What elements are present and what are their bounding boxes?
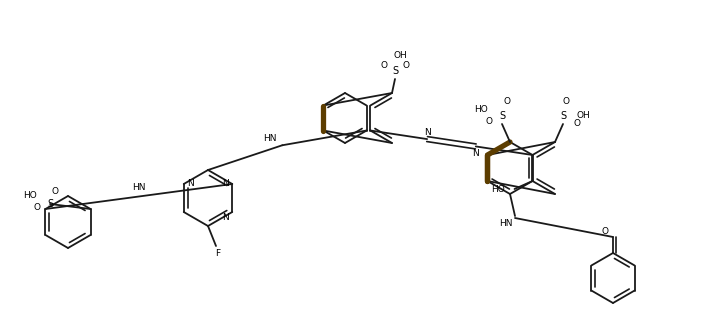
Text: O: O <box>381 60 387 70</box>
Text: N: N <box>222 213 228 221</box>
Text: O: O <box>573 119 581 129</box>
Text: O: O <box>402 60 410 70</box>
Text: HN: HN <box>132 183 146 192</box>
Text: N: N <box>187 179 194 189</box>
Text: N: N <box>222 179 228 189</box>
Text: O: O <box>486 117 492 127</box>
Text: HO: HO <box>23 191 37 199</box>
Text: OH: OH <box>393 51 407 59</box>
Text: O: O <box>602 227 608 236</box>
Text: N: N <box>423 128 431 136</box>
Text: S: S <box>499 111 505 121</box>
Text: O: O <box>51 187 59 195</box>
Text: HO: HO <box>491 184 505 194</box>
Text: N: N <box>473 149 479 158</box>
Text: O: O <box>33 202 41 212</box>
Text: F: F <box>215 250 220 258</box>
Text: S: S <box>392 66 398 76</box>
Text: S: S <box>47 199 53 209</box>
Text: HO: HO <box>474 106 488 114</box>
Text: HN: HN <box>500 219 513 229</box>
Text: OH: OH <box>577 112 591 120</box>
Text: O: O <box>563 97 570 107</box>
Text: S: S <box>560 111 566 121</box>
Text: HN: HN <box>264 134 277 143</box>
Text: O: O <box>503 97 510 107</box>
